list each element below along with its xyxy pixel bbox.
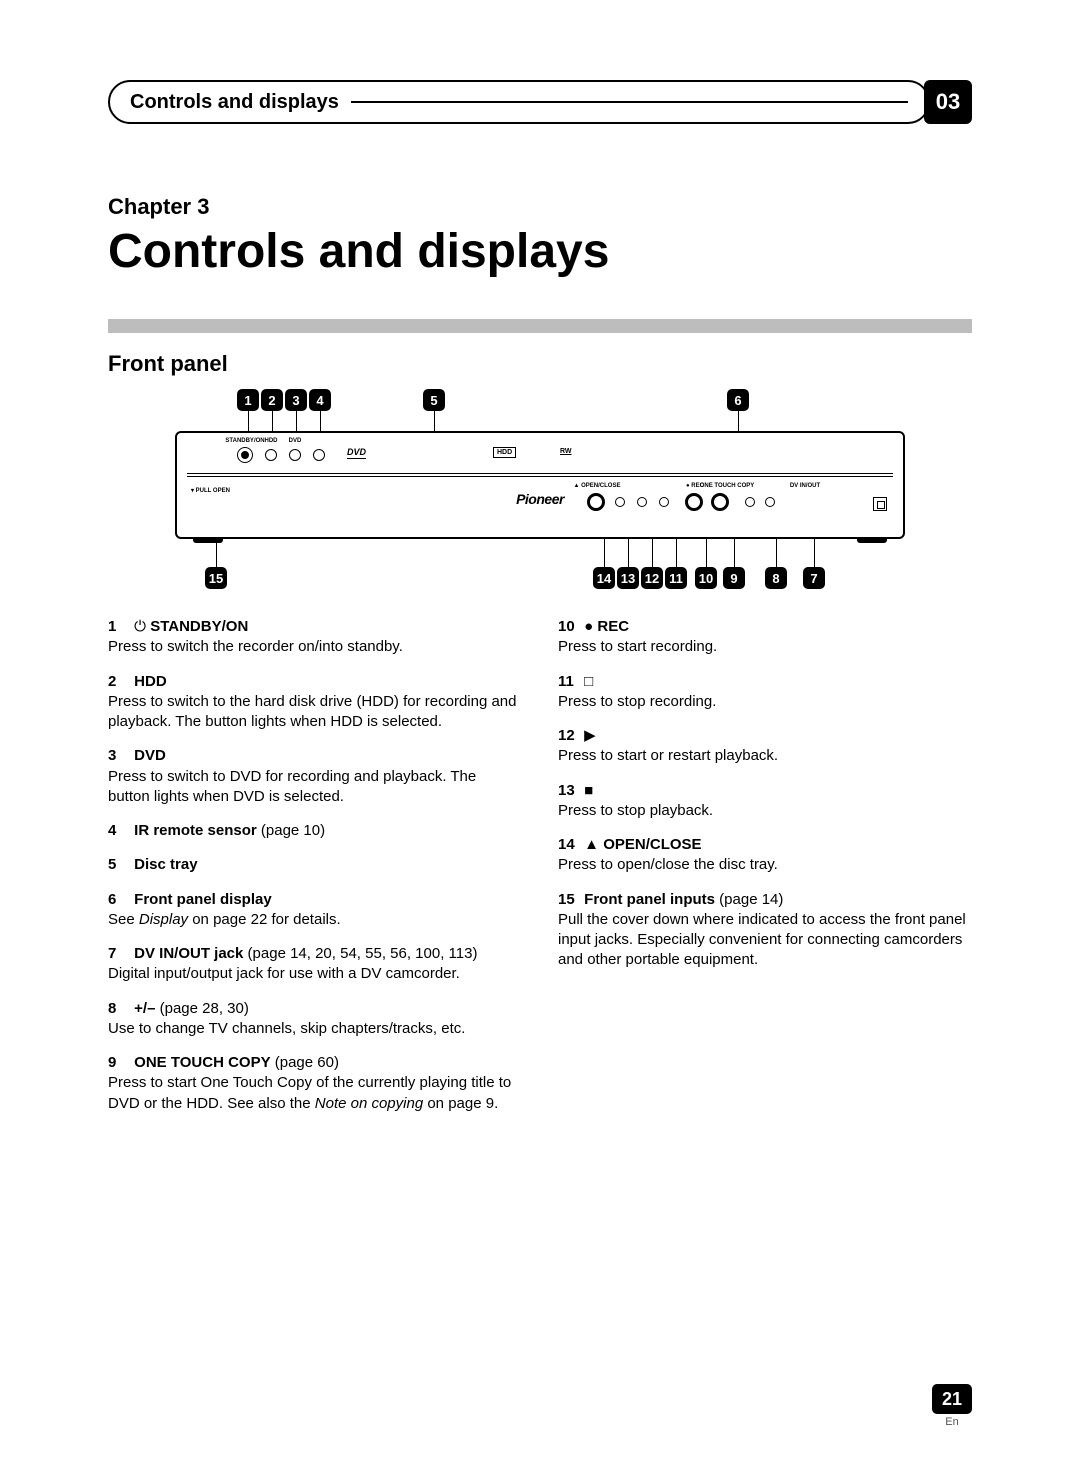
hdd-badge: HDD xyxy=(493,447,516,458)
callout-1: 1 xyxy=(237,389,259,411)
one-touch-copy-button xyxy=(711,493,729,511)
dvd-button xyxy=(289,449,301,461)
label-standby: STANDBY/ON xyxy=(225,438,264,444)
callout-10: 10 xyxy=(695,567,717,589)
callout-7: 7 xyxy=(803,567,825,589)
section-title: Front panel xyxy=(108,351,972,377)
hdd-button xyxy=(265,449,277,461)
description-item-1: 1 ⏻ STANDBY/ONPress to switch the record… xyxy=(108,617,522,658)
callout-11: 11 xyxy=(665,567,687,589)
callout-6: 6 xyxy=(727,389,749,411)
label-dvd-btn: DVD xyxy=(289,438,302,444)
header-capsule: Controls and displays xyxy=(108,80,930,124)
callout-12: 12 xyxy=(641,567,663,589)
callout-14: 14 xyxy=(593,567,615,589)
section-divider-bar xyxy=(108,319,972,333)
page-header: Controls and displays 03 xyxy=(108,80,972,124)
device-foot-left xyxy=(193,537,223,543)
description-item-9: 9 ONE TOUCH COPY (page 60)Press to start… xyxy=(108,1053,522,1114)
description-item-11: 11 □Press to stop recording. xyxy=(558,672,972,713)
description-item-3: 3 DVDPress to switch to DVD for recordin… xyxy=(108,746,522,807)
callout-15: 15 xyxy=(205,567,227,589)
label-dv: DV IN/OUT xyxy=(790,483,820,489)
plus-button xyxy=(765,497,775,507)
description-columns: 1 ⏻ STANDBY/ONPress to switch the record… xyxy=(108,617,972,1128)
front-panel-diagram: 123456 151413121110987 STANDBY/ON HDD DV… xyxy=(175,389,905,589)
callout-13: 13 xyxy=(617,567,639,589)
left-column: 1 ⏻ STANDBY/ONPress to switch the record… xyxy=(108,617,522,1128)
ir-sensor xyxy=(313,449,325,461)
callout-2: 2 xyxy=(261,389,283,411)
page-number-badge: 21 xyxy=(932,1384,972,1414)
dvd-logo: DVD xyxy=(347,447,366,459)
callout-8: 8 xyxy=(765,567,787,589)
description-item-2: 2 HDDPress to switch to the hard disk dr… xyxy=(108,672,522,733)
page-language: En xyxy=(932,1416,972,1428)
stop-play-button xyxy=(615,497,625,507)
device-groove xyxy=(187,473,893,477)
minus-button xyxy=(745,497,755,507)
description-item-14: 14 ▲ OPEN/CLOSEPress to open/close the d… xyxy=(558,835,972,876)
description-item-7: 7 DV IN/OUT jack (page 14, 20, 54, 55, 5… xyxy=(108,944,522,985)
chapter-number-badge: 03 xyxy=(924,80,972,124)
rec-button xyxy=(685,493,703,511)
rw-badge: RW xyxy=(557,447,575,456)
description-item-8: 8 +/– (page 28, 30)Use to change TV chan… xyxy=(108,999,522,1040)
stop-rec-button xyxy=(659,497,669,507)
device-top-strip: STANDBY/ON HDD DVD DVD HDD RW xyxy=(187,439,893,467)
pull-open-label: ▾ PULL OPEN xyxy=(191,487,230,494)
open-close-button xyxy=(587,493,605,511)
description-item-6: 6 Front panel displaySee Display on page… xyxy=(108,890,522,931)
device-bottom-strip: ▾ PULL OPEN Pioneer ▲ OPEN/CLOSE ● REC O… xyxy=(187,483,893,529)
label-hdd-btn: HDD xyxy=(265,438,278,444)
description-item-13: 13 ■Press to stop playback. xyxy=(558,781,972,822)
description-item-5: 5 Disc tray xyxy=(108,855,522,875)
device-outline: STANDBY/ON HDD DVD DVD HDD RW ▾ PULL OPE… xyxy=(175,431,905,539)
callout-3: 3 xyxy=(285,389,307,411)
callout-4: 4 xyxy=(309,389,331,411)
callout-5: 5 xyxy=(423,389,445,411)
description-item-10: 10 ● RECPress to start recording. xyxy=(558,617,972,658)
description-item-4: 4 IR remote sensor (page 10) xyxy=(108,821,522,841)
description-item-12: 12 ▶Press to start or restart playback. xyxy=(558,726,972,767)
standby-button xyxy=(237,447,253,463)
callout-9: 9 xyxy=(723,567,745,589)
brand-logo: Pioneer xyxy=(516,491,564,507)
header-title: Controls and displays xyxy=(130,91,339,114)
dv-in-out-jack xyxy=(873,497,887,511)
page-footer: 21 En xyxy=(932,1384,972,1428)
description-item-15: 15 Front panel inputs (page 14)Pull the … xyxy=(558,890,972,971)
chapter-label: Chapter 3 xyxy=(108,194,972,220)
chapter-title: Controls and displays xyxy=(108,224,972,279)
header-rule xyxy=(351,101,908,103)
label-open-close: ▲ OPEN/CLOSE xyxy=(574,483,621,489)
right-column: 10 ● RECPress to start recording. 11 □Pre… xyxy=(558,617,972,1128)
label-otc: ONE TOUCH COPY xyxy=(700,483,755,489)
play-button xyxy=(637,497,647,507)
device-foot-right xyxy=(857,537,887,543)
